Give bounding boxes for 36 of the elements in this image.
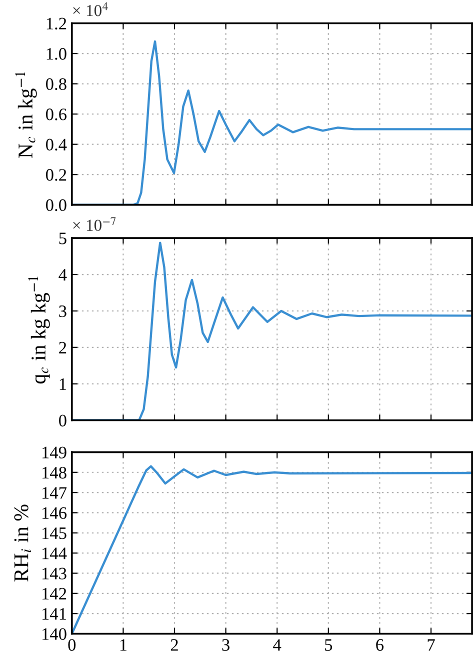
x-tick-label: 4 — [273, 639, 282, 651]
x-tick-label: 5 — [325, 639, 332, 651]
y-tick-label: 147 — [42, 487, 67, 499]
y-tick-label: 140 — [42, 628, 66, 640]
y-tick-label: 143 — [42, 568, 66, 580]
y-axis-title: RH$_{i}$ in % — [14, 504, 32, 582]
y-tick-label: 4 — [58, 269, 67, 281]
y-tick-label: 1.2 — [46, 18, 66, 30]
x-tick-label: 1 — [120, 639, 126, 651]
y-tick-label: 144 — [42, 548, 67, 560]
y-tick-label: 0.0 — [46, 199, 66, 212]
y-tick-label: 142 — [42, 588, 66, 600]
x-tick-label: 6 — [376, 639, 384, 651]
y-axis-title: q$_{c}$ in kg kg$^{−1}$ — [28, 276, 50, 384]
y-tick-label: 0.6 — [46, 108, 67, 120]
y-tick-label: 0.8 — [46, 78, 66, 90]
text: × 10$^{4}$ — [73, 2, 108, 16]
y-tick-label: 3 — [59, 305, 66, 318]
y-tick-label: 1.0 — [46, 48, 66, 60]
y-tick-label: 1 — [60, 378, 66, 390]
y-axis-title: N$_{c}$ in kg$^{−1}$ — [15, 72, 37, 158]
y-tick-label: 2 — [59, 342, 66, 354]
y-tick-label: 149 — [42, 446, 66, 458]
x-tick-label: 0 — [68, 639, 76, 651]
y-tick-label: 148 — [42, 466, 66, 479]
y-tick-label: 141 — [42, 608, 66, 620]
x-tick-label: 3 — [222, 639, 230, 651]
x-tick-label: 7 — [428, 639, 435, 651]
y-tick-label: 146 — [42, 507, 67, 519]
y-tick-label: 5 — [59, 232, 66, 244]
y-tick-label: 0.4 — [46, 138, 67, 151]
x-tick-label: 2 — [170, 639, 178, 651]
y-tick-label: 0.2 — [46, 169, 66, 181]
y-tick-label: 0 — [59, 414, 66, 426]
y-tick-label: 145 — [42, 527, 66, 540]
text: × 10$^{−7}$ — [73, 217, 116, 231]
